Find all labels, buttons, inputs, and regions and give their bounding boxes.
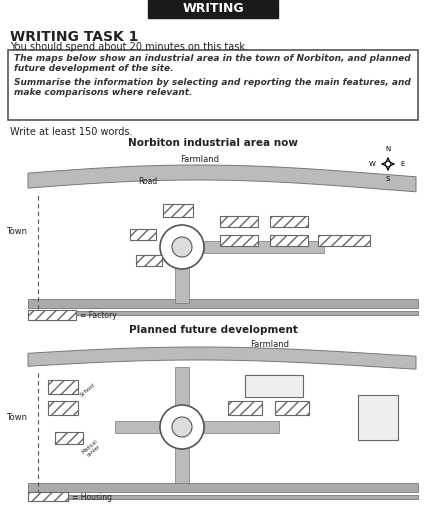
Circle shape (160, 405, 204, 449)
Text: S: S (386, 176, 390, 182)
Bar (163, 204, 193, 217)
Text: Summarise the information by selecting and reporting the main features, and: Summarise the information by selecting a… (14, 78, 411, 87)
Text: Write at least 150 words.: Write at least 150 words. (10, 127, 132, 137)
Bar (220, 216, 258, 227)
Text: WRITING: WRITING (182, 3, 244, 15)
Text: Farmland: Farmland (181, 155, 219, 164)
Text: Norbiton industrial area now: Norbiton industrial area now (128, 138, 298, 148)
Bar (175, 448, 189, 483)
Text: E: E (400, 161, 404, 167)
Text: W: W (369, 161, 376, 167)
Text: = Factory: = Factory (80, 310, 117, 319)
Bar (48, 380, 78, 394)
Text: Town: Town (6, 227, 27, 237)
Bar (204, 421, 279, 433)
Bar (130, 229, 156, 240)
FancyBboxPatch shape (8, 50, 418, 120)
Text: future development of the site.: future development of the site. (14, 64, 173, 73)
Circle shape (172, 237, 192, 257)
Bar (28, 299, 418, 308)
Text: Farmland: Farmland (250, 340, 290, 349)
Text: Shop: Shop (375, 410, 380, 426)
Text: School: School (79, 382, 97, 398)
Bar (270, 216, 308, 227)
Bar (136, 255, 162, 266)
Polygon shape (28, 347, 416, 369)
Text: Town: Town (6, 413, 27, 421)
Bar (204, 241, 324, 253)
Text: = Housing: = Housing (72, 493, 112, 501)
Bar (270, 235, 308, 246)
Text: N: N (386, 146, 391, 152)
Bar (358, 395, 398, 440)
Polygon shape (28, 165, 416, 192)
Bar (28, 311, 418, 315)
Bar (28, 310, 76, 320)
Bar (28, 492, 68, 501)
Bar (28, 483, 418, 492)
Bar (28, 495, 418, 499)
Text: make comparisons where relevant.: make comparisons where relevant. (14, 88, 193, 97)
Circle shape (160, 225, 204, 269)
Bar (245, 375, 303, 397)
Text: You should spend about 20 minutes on this task.: You should spend about 20 minutes on thi… (10, 42, 248, 52)
Bar (318, 235, 370, 246)
Text: Medical
center: Medical center (81, 439, 103, 459)
Bar (275, 401, 309, 415)
Bar (55, 432, 83, 444)
Text: Playground: Playground (256, 383, 292, 389)
Text: Planned future development: Planned future development (129, 325, 297, 335)
Bar (175, 367, 189, 405)
Circle shape (172, 417, 192, 437)
FancyBboxPatch shape (148, 0, 278, 18)
Bar (175, 268, 189, 303)
Bar (48, 401, 78, 415)
Bar (115, 421, 161, 433)
Text: WRITING TASK 1: WRITING TASK 1 (10, 30, 138, 44)
Text: The maps below show an industrial area in the town of Norbiton, and planned: The maps below show an industrial area i… (14, 54, 411, 63)
Text: Road: Road (138, 178, 158, 186)
Bar (220, 235, 258, 246)
Bar (228, 401, 262, 415)
